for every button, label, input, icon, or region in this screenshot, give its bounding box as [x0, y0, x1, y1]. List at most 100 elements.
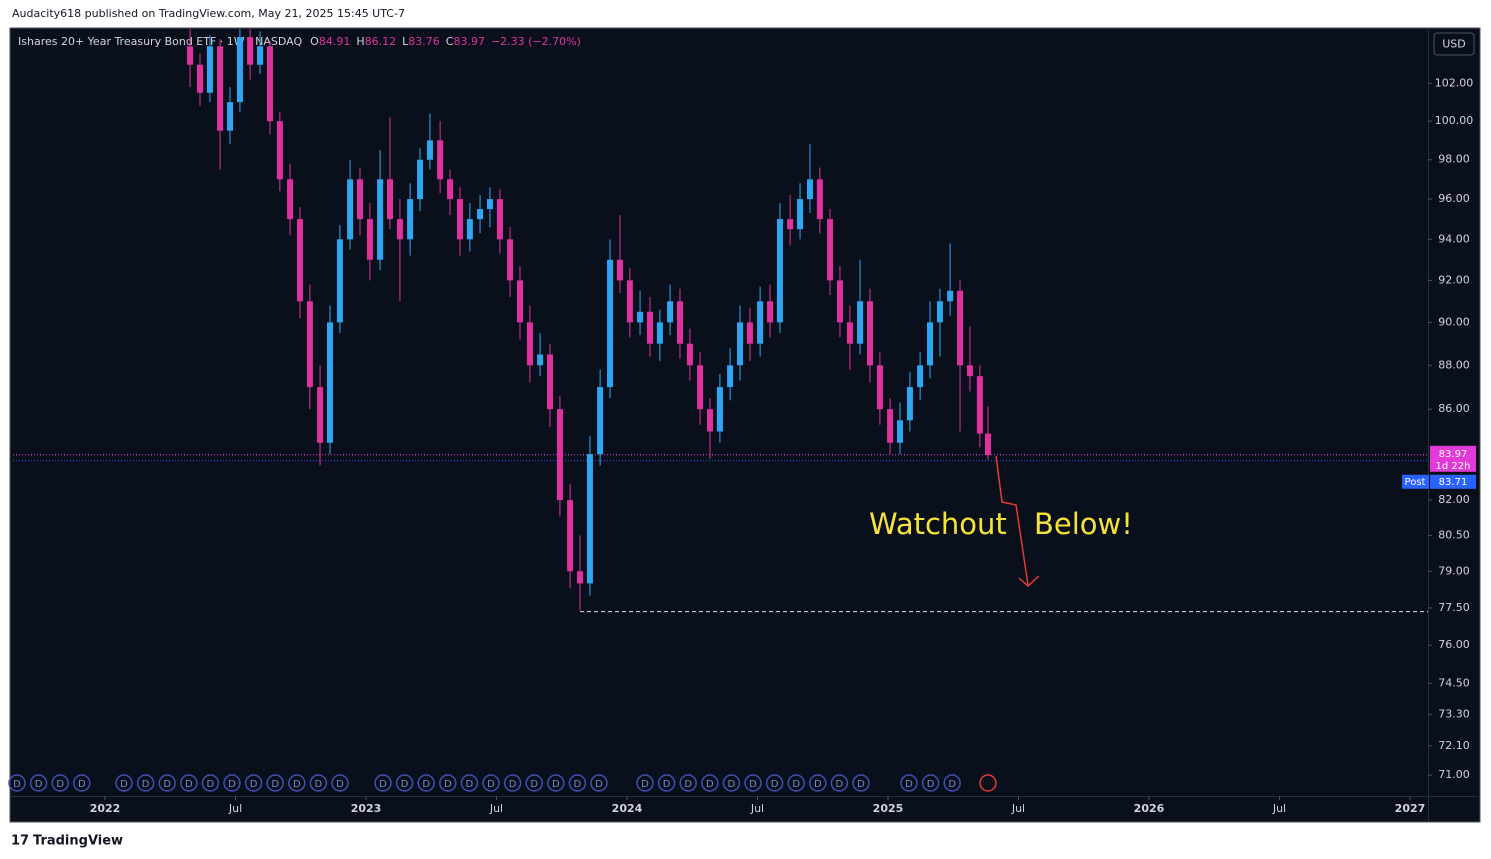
candle-body — [236, 37, 243, 103]
dividend-marker — [51, 774, 69, 792]
candle-body — [377, 179, 384, 260]
footer-brand: TradingView — [33, 834, 123, 849]
dividend-letter: D — [315, 779, 323, 790]
dividend-letter: D — [336, 779, 344, 790]
candle-body — [816, 179, 823, 220]
open-key: O — [310, 35, 319, 48]
post-tag-box — [1402, 474, 1429, 489]
dividend-marker — [765, 774, 784, 792]
footer-logo: 17 — [11, 834, 29, 849]
candle-body — [556, 409, 563, 501]
y-tick-label: 94.00 — [1438, 232, 1470, 245]
dividend-marker — [29, 774, 48, 792]
candle-body — [287, 179, 294, 220]
dividend-letter: D — [836, 779, 844, 790]
dividend-marker — [309, 774, 328, 792]
y-tick-label: 76.00 — [1438, 638, 1470, 651]
candle-body — [187, 46, 194, 65]
dividend-letter: D — [401, 779, 409, 790]
low-value: 83.76 — [408, 35, 440, 48]
dividend-marker — [417, 774, 435, 792]
candle-body — [667, 301, 674, 323]
dividend-marker — [73, 774, 91, 792]
candle-body — [637, 311, 644, 323]
dividend-marker — [115, 774, 133, 792]
dividend-marker — [223, 774, 241, 792]
high-key: H — [356, 35, 364, 48]
dividend-letter: D — [706, 779, 714, 790]
x-tick-label: 2025 — [873, 802, 904, 815]
dividend-marker — [482, 774, 500, 792]
candle-body — [897, 420, 904, 443]
candle-body — [217, 46, 224, 131]
candle-body — [577, 571, 584, 584]
y-tick-label: 88.00 — [1438, 358, 1470, 371]
dividend-letter: D — [663, 779, 671, 790]
currency-button[interactable] — [1433, 32, 1475, 56]
candle-body — [356, 179, 363, 220]
dividend-letter: D — [78, 779, 86, 790]
dividend-letter: D — [466, 779, 474, 790]
candle-body — [477, 209, 484, 220]
candle-body — [547, 354, 554, 410]
y-tick-label: 72.10 — [1438, 739, 1470, 752]
candle-body — [366, 219, 373, 260]
candle-body — [516, 280, 523, 323]
dividend-letter: D — [927, 779, 935, 790]
y-tick-label: 102.00 — [1435, 76, 1474, 89]
x-tick-label: 2023 — [351, 802, 382, 815]
candle-body — [746, 322, 753, 344]
candle-body — [526, 322, 533, 366]
post-price-box — [1430, 474, 1476, 489]
candle-body — [306, 301, 313, 388]
dividend-marker — [809, 774, 827, 792]
annotation-left: Watchout — [869, 507, 1007, 541]
dividend-marker — [830, 774, 849, 792]
candle-body — [957, 290, 964, 366]
symbol-legend: Ishares 20+ Year Treasury Bond ETF · 1W … — [18, 35, 581, 48]
dividend-marker — [180, 774, 198, 792]
post-price-label: 83.71 — [1439, 477, 1468, 488]
y-tick-label: 96.00 — [1438, 192, 1470, 205]
y-tick-label: 100.00 — [1435, 114, 1474, 127]
candle-body — [876, 365, 883, 410]
dividend-marker — [921, 774, 940, 792]
y-tick-label: 71.00 — [1438, 768, 1470, 781]
candle-body — [317, 387, 324, 443]
x-tick-label: 2022 — [90, 802, 121, 815]
last-price-label: 83.97 — [1439, 449, 1468, 460]
open-value: 84.91 — [319, 35, 351, 48]
high-value: 86.12 — [365, 35, 397, 48]
dividend-letter: D — [163, 779, 171, 790]
dividend-letter: D — [35, 779, 43, 790]
y-tick-label: 80.50 — [1438, 528, 1470, 541]
candle-body — [247, 37, 254, 65]
x-tick-label: Jul — [750, 802, 764, 815]
candle-body — [257, 46, 264, 65]
candle-body — [486, 199, 493, 210]
y-tick-label: 82.00 — [1438, 493, 1470, 506]
dividend-marker — [136, 774, 155, 792]
dividend-marker — [201, 774, 220, 792]
dividend-letter: D — [56, 779, 64, 790]
zigzag-arrow — [995, 455, 1029, 586]
candle-body — [417, 159, 424, 200]
y-tick-label: 79.00 — [1438, 564, 1470, 577]
x-tick-label: 2027 — [1395, 802, 1426, 815]
dividend-marker — [525, 774, 543, 792]
dividend-letter: D — [120, 779, 128, 790]
countdown-label: 1d 22h — [1436, 461, 1471, 472]
earnings-marker — [979, 774, 997, 792]
candle-body — [727, 365, 734, 388]
y-tick-label: 98.00 — [1438, 153, 1470, 166]
x-tick-label: 2026 — [1134, 802, 1165, 815]
x-tick-label: Jul — [1272, 802, 1286, 815]
dividend-marker — [547, 774, 565, 792]
dividend-letter: D — [749, 779, 757, 790]
candle-body — [597, 387, 604, 455]
currency-label: USD — [1442, 38, 1466, 51]
dividend-letter: D — [552, 779, 560, 790]
candle-body — [646, 311, 653, 344]
candle-body — [586, 454, 593, 584]
dividend-letter: D — [857, 779, 865, 790]
